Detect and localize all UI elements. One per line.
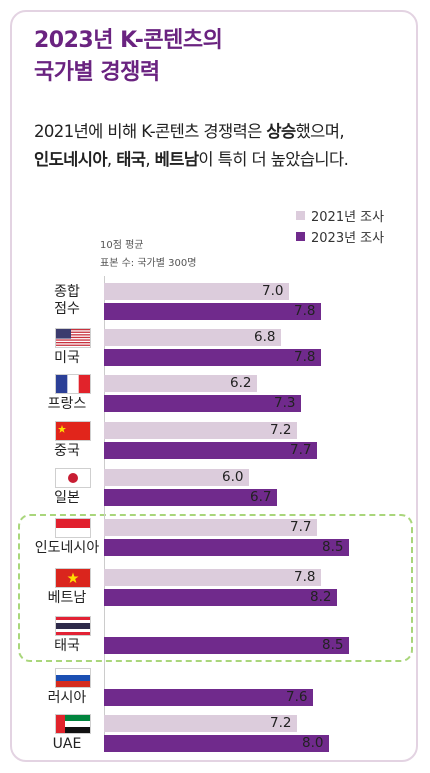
data-label-2021: 7.2	[270, 715, 292, 731]
category-label: 미국	[54, 350, 80, 366]
bar-2023	[104, 735, 329, 752]
chart-title: 2023년 K-콘텐츠의 국가별 경쟁력	[34, 25, 223, 89]
bar-2023	[104, 689, 313, 706]
bar-2023	[104, 489, 277, 506]
category-label: 베트남	[47, 590, 87, 606]
bar-2021	[104, 469, 249, 486]
data-label-2023: 8.0	[302, 735, 324, 751]
subtitle-text: ,	[106, 150, 117, 169]
data-label-2023: 7.8	[294, 349, 316, 365]
fr-flag-icon	[55, 374, 91, 394]
category-label: UAE	[52, 736, 82, 752]
bar-2021	[104, 283, 289, 300]
bar-2023	[104, 395, 301, 412]
bar-2023	[104, 637, 349, 654]
data-label-2021: 6.2	[230, 375, 252, 391]
data-label-2021: 7.2	[270, 422, 292, 438]
chart-baseline	[104, 276, 105, 744]
data-label-2023: 6.7	[250, 489, 272, 505]
data-label-2021: 7.7	[290, 519, 312, 535]
data-label-2023: 7.7	[290, 442, 312, 458]
chart-subtitle: 2021년에 비해 K-콘텐츠 경쟁력은 상승했으며, 인도네시아, 태국, 베…	[34, 118, 349, 174]
subtitle-line-2: 인도네시아, 태국, 베트남이 특히 더 높았습니다.	[34, 146, 349, 174]
category-label: 종합 점수	[54, 284, 80, 317]
title-line-1: 2023년 K-콘텐츠의	[34, 28, 223, 53]
bar-2023	[104, 349, 321, 366]
th-flag-icon	[55, 616, 91, 636]
vn-flag-icon	[55, 568, 91, 588]
category-label: 일본	[54, 490, 80, 506]
cn-flag-icon	[55, 421, 91, 441]
data-label-2023: 8.5	[322, 637, 344, 653]
legend-item-2023: 2023년 조사	[296, 227, 384, 246]
subtitle-emphasis: 태국	[116, 150, 146, 169]
data-label-2021: 7.8	[294, 569, 316, 585]
bar-2021	[104, 715, 297, 732]
bar-2021	[104, 375, 257, 392]
data-label-2021: 7.0	[262, 283, 284, 299]
id-flag-icon	[55, 518, 91, 538]
category-label: 러시아	[47, 690, 87, 706]
bar-2023	[104, 442, 317, 459]
subtitle-text: ,	[145, 150, 155, 169]
jp-flag-icon	[55, 468, 91, 488]
subtitle-emphasis: 베트남	[154, 150, 199, 169]
category-label: 중국	[54, 443, 80, 459]
data-label-2023: 7.3	[274, 395, 296, 411]
data-label-2023: 8.2	[310, 589, 332, 605]
subtitle-text: 이 특히 더 높았습니다.	[198, 150, 349, 169]
ru-flag-icon	[55, 668, 91, 688]
bar-2021	[104, 569, 321, 586]
bar-2021	[104, 422, 297, 439]
title-line-2: 국가별 경쟁력	[34, 60, 160, 85]
category-label: 태국	[54, 638, 80, 654]
legend-item-2021: 2021년 조사	[296, 206, 384, 225]
bar-2021	[104, 519, 317, 536]
data-label-2023: 8.5	[322, 539, 344, 555]
sample-note: 표본 수: 국가별 300명	[100, 258, 197, 269]
scale-note: 10점 평균	[100, 240, 144, 251]
data-label-2021: 6.0	[222, 469, 244, 485]
highlight-box	[18, 514, 413, 662]
ae-flag-icon	[55, 714, 91, 734]
data-label-2023: 7.8	[294, 303, 316, 319]
subtitle-text: 2021년에 비해 K-콘텐츠 경쟁력은	[34, 122, 267, 141]
bar-2021	[104, 329, 281, 346]
bar-2023	[104, 303, 321, 320]
subtitle-emphasis: 인도네시아	[34, 150, 108, 169]
subtitle-text: 했으며,	[295, 122, 345, 141]
category-label: 프랑스	[47, 396, 87, 412]
us-flag-icon	[55, 328, 91, 348]
subtitle-line-1: 2021년에 비해 K-콘텐츠 경쟁력은 상승했으며,	[34, 118, 348, 146]
data-label-2023: 7.6	[286, 689, 308, 705]
bar-2023	[104, 539, 349, 556]
category-label: 인도네시아	[34, 540, 100, 556]
bar-2023	[104, 589, 337, 606]
data-label-2021: 6.8	[254, 329, 276, 345]
legend-swatch-2021	[296, 211, 305, 220]
legend-swatch-2023	[296, 232, 305, 241]
legend-label-2021: 2021년 조사	[311, 210, 385, 225]
legend-label-2023: 2023년 조사	[311, 231, 385, 246]
subtitle-emphasis: 상승	[266, 122, 296, 141]
